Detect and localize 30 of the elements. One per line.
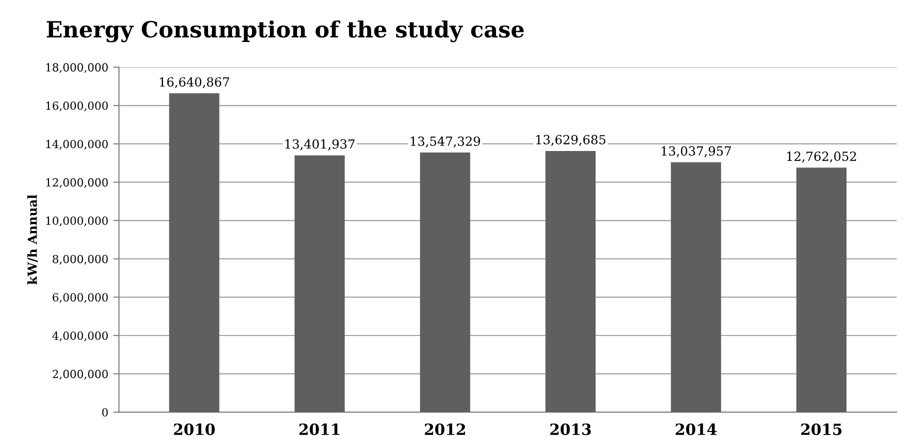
data-label: 16,640,867: [160, 77, 230, 88]
y-tick-label: 2,000,000: [52, 370, 108, 380]
y-tick-label: 14,000,000: [46, 140, 108, 150]
x-tick-label: 2010: [174, 424, 215, 436]
y-tick-label: 18,000,000: [46, 63, 108, 73]
x-tick-label: 2015: [801, 424, 842, 436]
data-label: 13,037,957: [662, 146, 731, 158]
y-tick-label: 0: [102, 408, 108, 417]
y-axis-title: kW/h Annual: [27, 194, 38, 285]
bar: [294, 155, 345, 412]
bar: [670, 162, 722, 412]
y-tick-label: 12,000,000: [46, 178, 108, 188]
bar: [169, 93, 220, 412]
data-label: 13,401,937: [285, 139, 355, 150]
y-tick-label: 6,000,000: [52, 293, 108, 303]
x-tick-label: 2013: [550, 424, 591, 436]
data-label: 13,629,685: [536, 134, 606, 146]
x-tick-label: 2014: [676, 424, 717, 436]
y-tick-label: 8,000,000: [52, 254, 108, 265]
y-tick-label: 16,000,000: [46, 102, 108, 112]
data-label: 12,762,052: [787, 152, 856, 163]
bar: [420, 152, 470, 412]
x-tick-label: 2011: [299, 424, 340, 436]
x-tick-label: 2012: [424, 424, 465, 436]
bar: [796, 168, 847, 412]
bar: [545, 150, 596, 412]
data-label: 13,547,329: [410, 136, 480, 148]
y-tick-label: 4,000,000: [52, 331, 108, 342]
y-tick-label: 10,000,000: [46, 216, 108, 226]
chart-title: Energy Consumption of the study case: [46, 20, 524, 42]
